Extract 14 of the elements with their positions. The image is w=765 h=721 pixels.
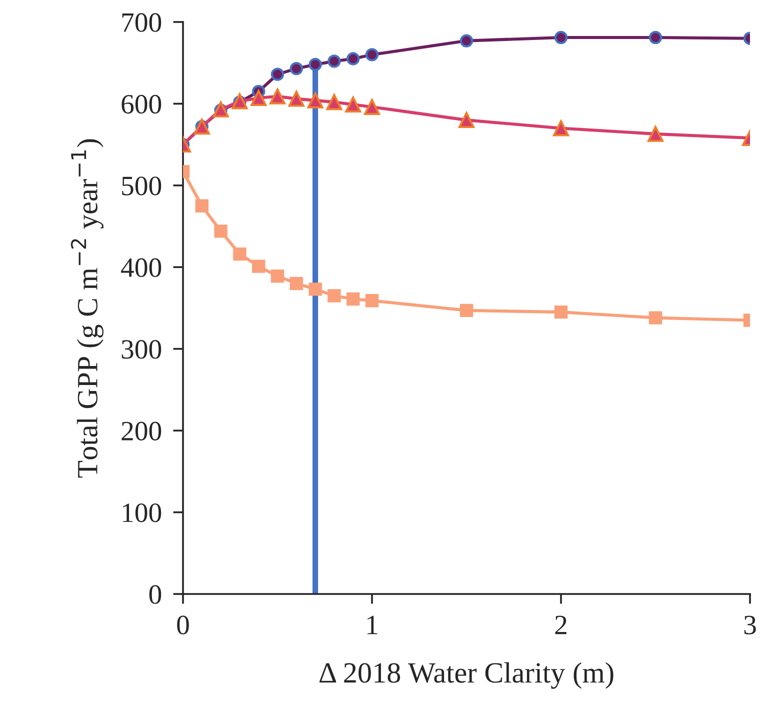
- y-axis-title: Total GPP (g C m$^{−2}$ year$^{−1}$): [70, 139, 104, 478]
- y-tick-label: 300: [122, 340, 162, 359]
- y-tick-label: 700: [122, 13, 162, 32]
- y-tick-label: 100: [122, 503, 162, 522]
- y-tick-label: 500: [122, 176, 162, 196]
- x-tick-label: 0: [177, 616, 189, 634]
- y-tick-label: 200: [122, 422, 162, 440]
- y-tick-label: 600: [122, 94, 162, 114]
- y-tick-label: 400: [121, 258, 162, 278]
- y-tick-label: 0: [149, 585, 162, 604]
- x-axis-title: Δ 2018 Water Clarity (m): [320, 662, 614, 689]
- x-tick-label: 2: [555, 616, 566, 634]
- x-tick-label: 1: [368, 616, 378, 634]
- x-tick-label: 3: [744, 616, 756, 634]
